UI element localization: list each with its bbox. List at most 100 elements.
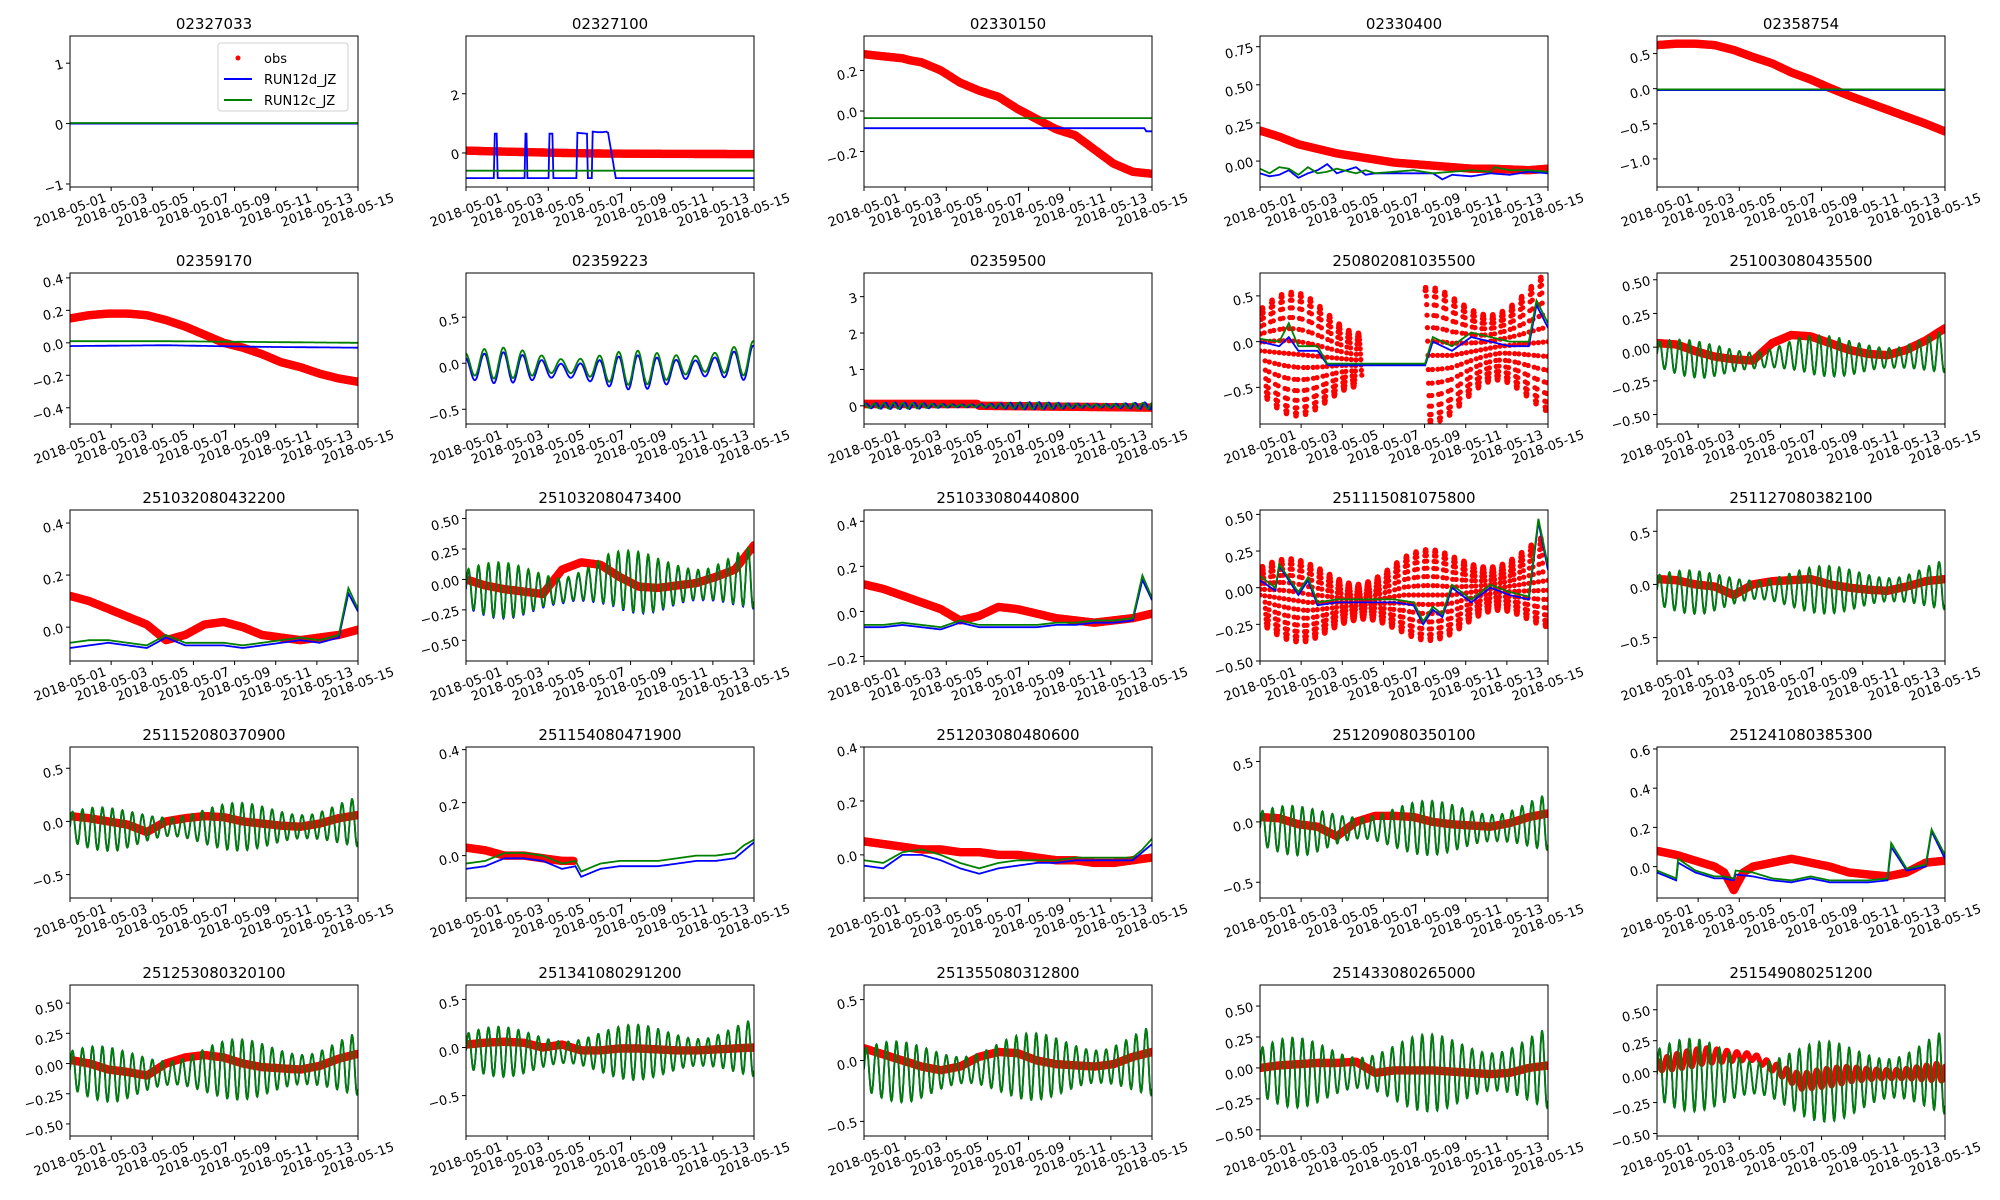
obs-point [1343,356,1349,362]
legend-label: RUN12d_JZ [264,73,336,88]
obs-point [1289,561,1295,567]
obs-point [1279,299,1285,305]
obs-point [1491,573,1497,579]
obs-point [1315,353,1321,359]
obs-point [1281,587,1287,594]
obs-point [1314,620,1320,626]
obs-point [1428,403,1435,409]
obs-point [1291,597,1297,603]
obs-point [1380,614,1387,620]
obs-point [1344,350,1350,356]
obs-point [1454,599,1460,605]
plot-area [1260,518,1548,645]
obs-point [1433,559,1439,565]
obs-point [1444,352,1450,358]
y-tick-label: 0 [847,400,859,417]
obs-point [1462,309,1468,315]
obs-point [1414,566,1420,572]
obs-point [1265,621,1271,627]
obs-point [1486,370,1492,376]
obs-point [1473,340,1479,346]
obs-point [1322,398,1328,404]
obs-point [1520,312,1526,318]
obs-point [1310,364,1316,370]
panel-title: 251115081075800 [1332,489,1475,507]
obs-point [1286,588,1292,594]
panel-title: 02359170 [176,252,252,270]
obs-point [1453,319,1459,325]
obs-point [1329,605,1335,611]
obs-point [1477,354,1484,361]
obs-point [1521,331,1527,337]
obs-point [1269,299,1276,305]
obs-point [1324,354,1330,360]
obs-point [1452,564,1459,570]
obs-point [1390,621,1396,627]
obs-point [1511,333,1517,339]
obs-point [1438,618,1444,624]
obs-point [1348,356,1354,363]
obs-point [1428,626,1435,632]
obs-point [1524,611,1530,617]
obs-point [1294,388,1300,394]
y-tick-label: 0.4 [41,272,65,292]
obs-point [1420,592,1426,598]
obs-point [1313,404,1319,410]
y-tick-label: 1 [53,57,65,74]
obs-point [1497,580,1503,586]
obs-point [1524,391,1530,397]
plot-area [1657,39,1945,136]
obs-point [1414,554,1420,560]
plot-area [864,572,1152,631]
plot-area [466,541,754,621]
obs-point [1323,622,1329,628]
obs-point [1457,616,1463,622]
obs-point [1534,386,1540,392]
obs-point [1319,334,1325,340]
obs-point [1462,315,1468,321]
obs-point [1304,622,1310,628]
obs-point [1376,582,1382,588]
axes-frame [863,35,1153,188]
obs-point [1511,582,1517,589]
obs-point [1352,368,1358,374]
obs-point [1289,305,1295,311]
obs-point [1496,594,1502,600]
plot-area [466,340,754,391]
obs-point [1423,552,1429,559]
obs-point [1449,364,1455,371]
obs-point [1506,358,1512,364]
obs-point [1501,579,1508,585]
obs-point [1491,320,1497,326]
obs-point [1399,624,1405,630]
obs-point [1323,381,1329,387]
obs-point [1337,330,1343,336]
obs-point [1463,350,1469,356]
obs-point [1478,339,1484,345]
obs-point [1410,617,1416,623]
obs-point [1147,609,1152,618]
obs-point [1507,578,1513,584]
obs-point [1500,312,1506,319]
obs-point [353,625,358,634]
obs-point [1270,318,1276,324]
run12c-jz-line [466,546,754,620]
obs-point [1327,319,1333,325]
obs-point [1329,594,1335,600]
obs-point [1338,336,1344,342]
obs-point [1285,605,1292,611]
obs-point [1333,604,1340,611]
y-tick-label: 3 [847,291,859,308]
obs-point [1270,573,1276,579]
plot-area [864,50,1152,178]
obs-point [1324,605,1330,612]
obs-point [1468,349,1474,355]
obs-point [1305,591,1311,597]
obs-point [1516,582,1522,588]
y-tick-label: 0.0 [41,337,65,357]
run12c-jz-line [1657,331,1945,379]
obs-point [1327,315,1333,321]
obs-point [1367,589,1373,596]
obs-point [1328,338,1334,344]
obs-point [1497,350,1503,356]
